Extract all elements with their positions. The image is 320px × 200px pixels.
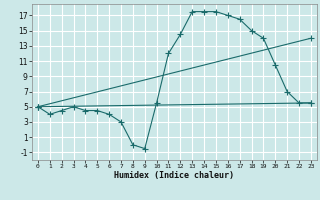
X-axis label: Humidex (Indice chaleur): Humidex (Indice chaleur): [115, 171, 234, 180]
